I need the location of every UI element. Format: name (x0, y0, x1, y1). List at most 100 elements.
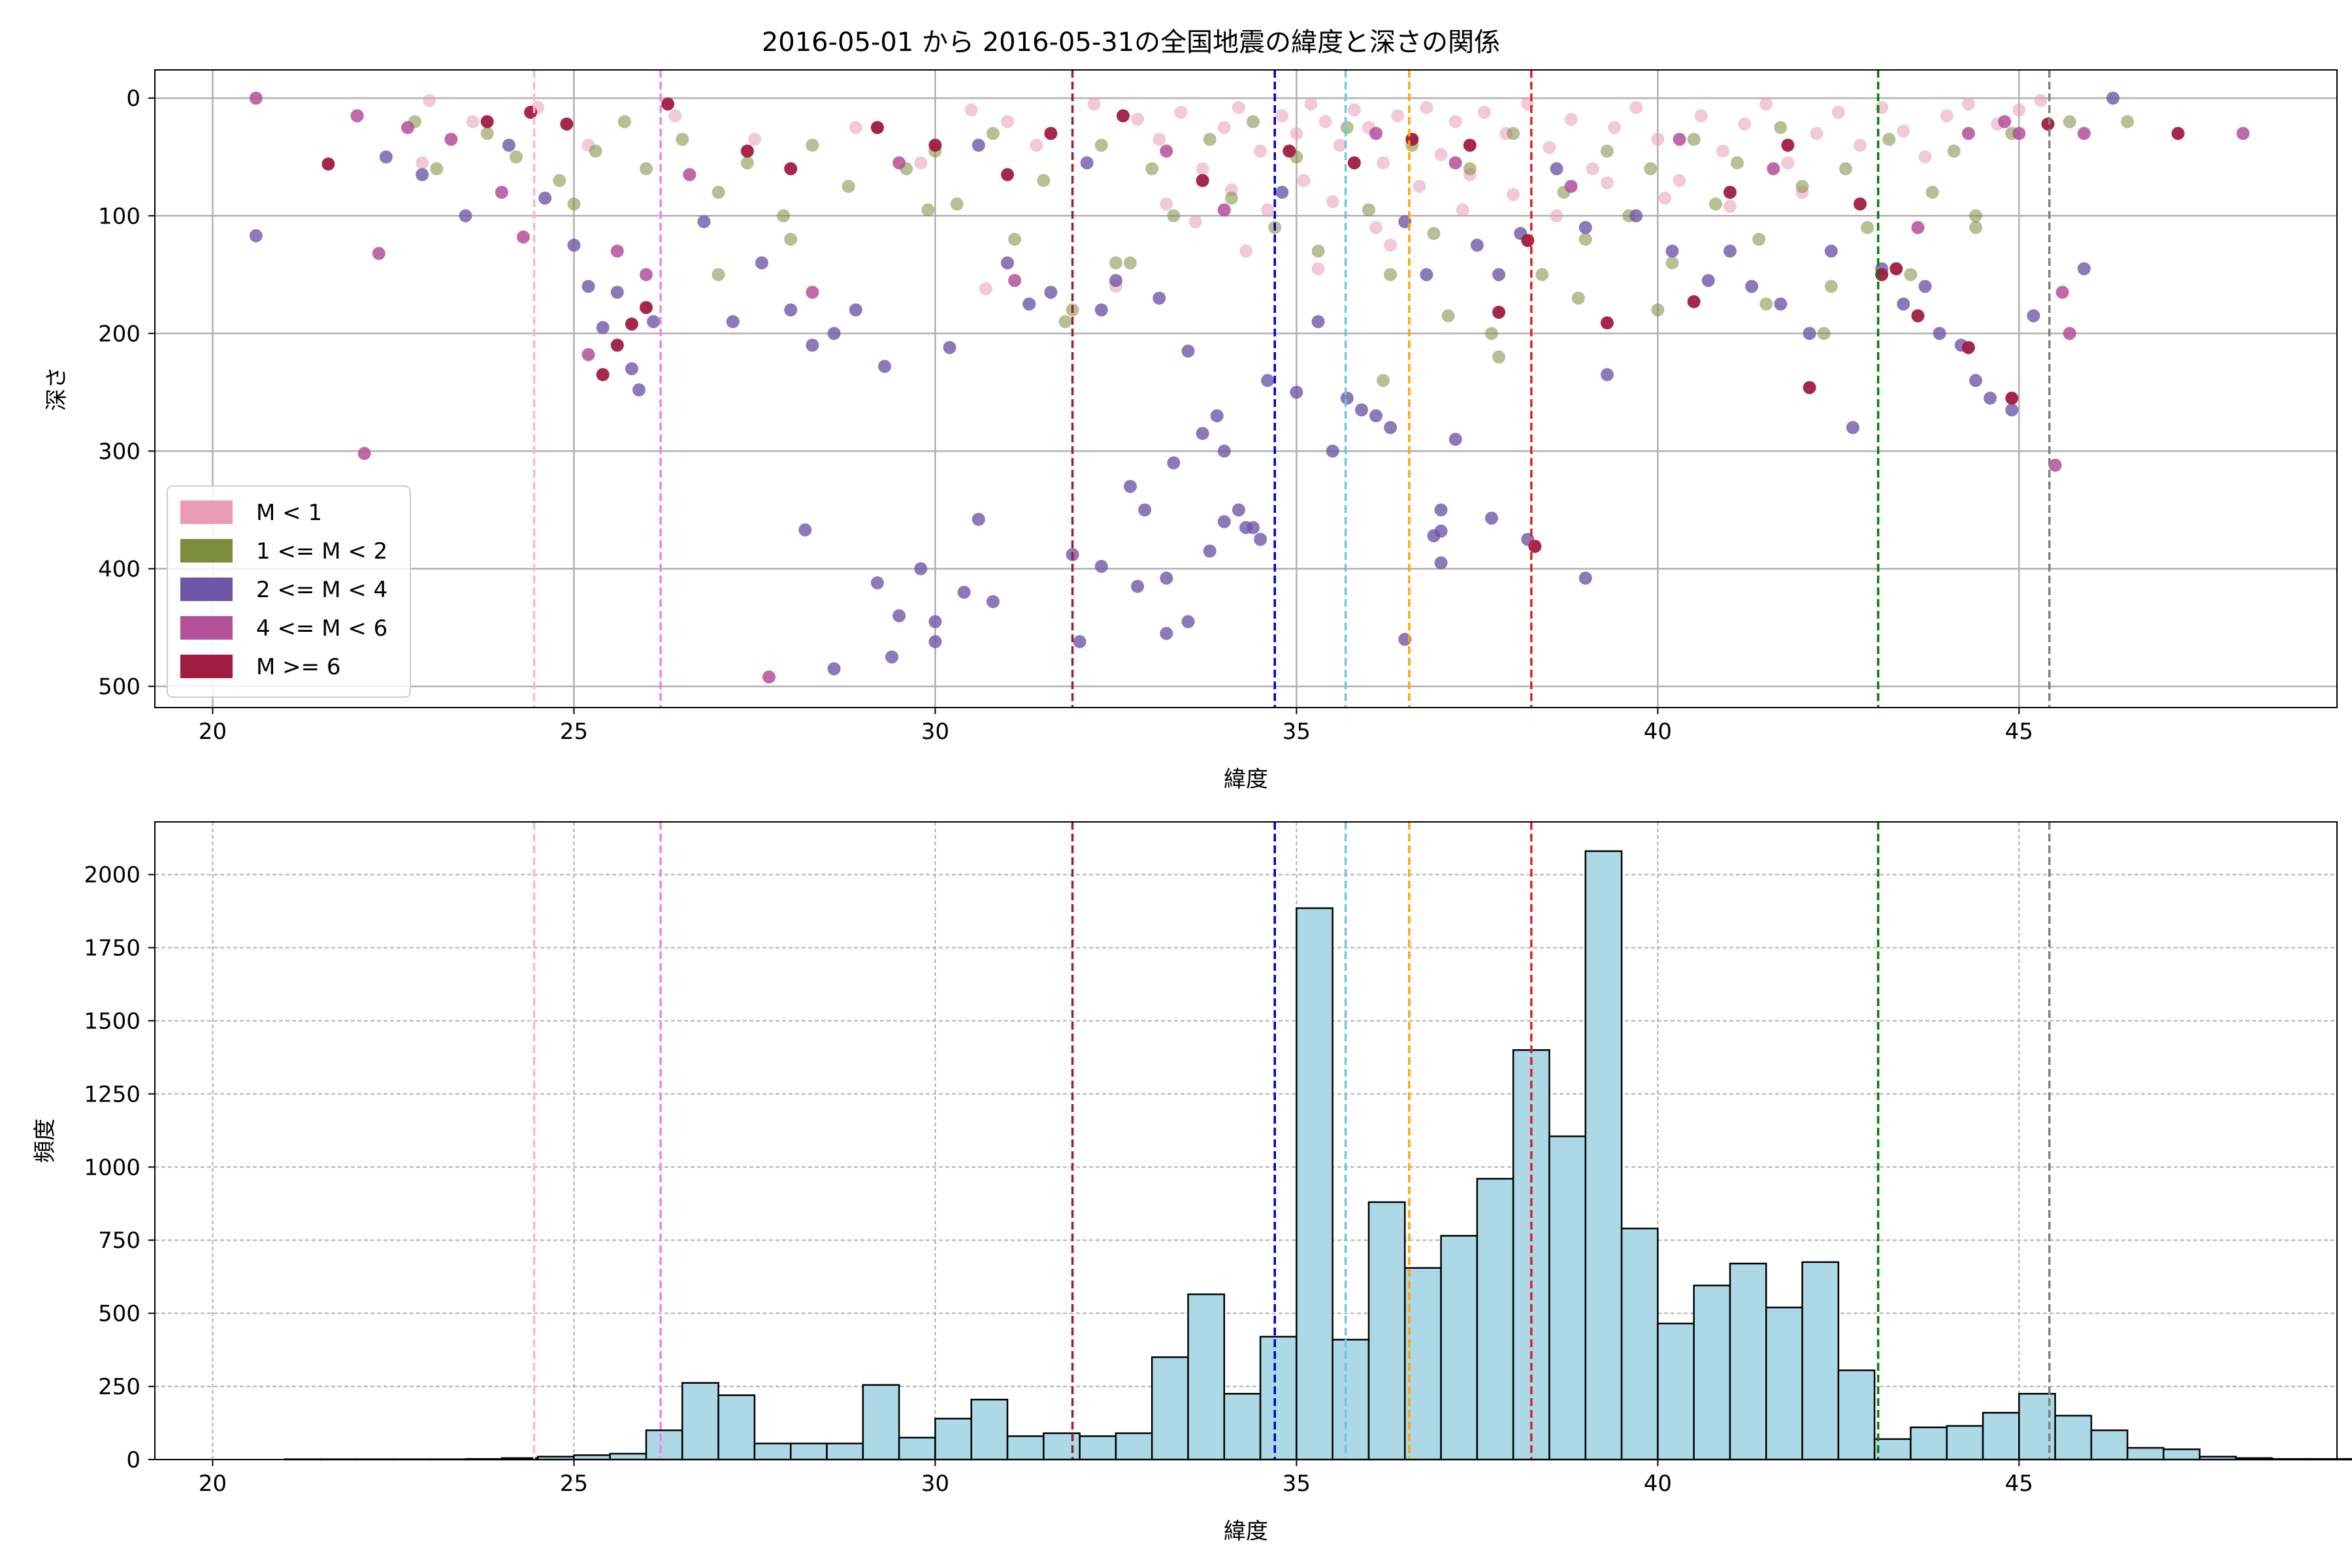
scatter-panel: 20 25 30 35 40 45 0 100 200 300 400 500 緯度 深さ M < 1… (44, 69, 2338, 792)
scatter-point (517, 230, 531, 244)
scatter-point (1326, 195, 1339, 208)
scatter-point (827, 327, 841, 340)
histogram-bar (1982, 1412, 2020, 1461)
scatter-point (1716, 144, 1729, 158)
scatter-point (849, 121, 862, 135)
scatter-point (1673, 133, 1686, 146)
scatter-point (1188, 215, 1202, 229)
scatter-point (1470, 238, 1484, 252)
scatter-point (1961, 97, 1975, 111)
scatter-point (1109, 274, 1122, 287)
scatter-point (1738, 117, 1752, 131)
histogram-bar (645, 1429, 683, 1461)
scatter-point (1377, 156, 1390, 170)
scatter-y-tick-label: 300 (98, 438, 140, 465)
scatter-point (1904, 268, 1918, 282)
scatter-point (416, 168, 429, 182)
legend-swatch (180, 539, 233, 563)
scatter-point (1774, 297, 1788, 311)
scatter-point (1463, 162, 1477, 176)
scatter-point (1347, 103, 1361, 117)
histogram-x-tick-label: 40 (1644, 1471, 1672, 1497)
histogram-y-tick-label: 750 (98, 1228, 140, 1254)
scatter-point (1492, 305, 1506, 319)
scatter-point (1651, 133, 1665, 146)
scatter-point (1224, 191, 1238, 205)
scatter-point (1254, 144, 1267, 158)
scatter-point (1290, 127, 1303, 140)
scatter-point (1586, 162, 1599, 176)
scatter-point (1080, 156, 1094, 170)
scatter-point (1362, 203, 1376, 217)
scatter-point (1781, 139, 1795, 152)
scatter-point (1311, 315, 1325, 329)
histogram-bar (789, 1443, 828, 1461)
histogram-x-tick-label: 25 (560, 1471, 588, 1497)
scatter-point (1940, 109, 1953, 123)
scatter-point (1831, 105, 1845, 119)
scatter-point (1333, 139, 1347, 152)
histogram-bar (2343, 1458, 2352, 1461)
scatter-point (1665, 244, 1679, 258)
histogram-bar (1043, 1432, 1081, 1461)
scatter-point (596, 368, 610, 382)
scatter-point (1600, 316, 1614, 330)
scatter-point (1731, 156, 1744, 170)
scatter-point (560, 117, 574, 131)
scatter-point (1629, 101, 1643, 114)
scatter-point (1377, 374, 1390, 387)
scatter-point (1232, 101, 1245, 114)
scatter-point (1795, 180, 1809, 193)
scatter-point (668, 109, 682, 123)
scatter-point (1297, 174, 1311, 188)
scatter-x-tick-label: 45 (2005, 719, 2033, 745)
scatter-point (1138, 503, 1152, 517)
scatter-point (625, 362, 638, 376)
scatter-point (1477, 105, 1491, 119)
scatter-point (827, 662, 841, 676)
scatter-point (1239, 244, 1252, 258)
scatter-point (1275, 186, 1289, 199)
histogram-bar (1006, 1435, 1045, 1461)
scatter-point (1384, 268, 1397, 282)
scatter-point (1571, 291, 1585, 305)
scatter-point (1507, 188, 1520, 201)
scatter-point (2077, 262, 2091, 276)
histogram-bar (1367, 1201, 1406, 1461)
scatter-point (1723, 199, 1737, 213)
histogram-bar (2163, 1448, 2201, 1461)
scatter-point (1022, 297, 1036, 311)
scatter-point (798, 523, 812, 537)
scatter-point (1767, 162, 1780, 176)
scatter-point (502, 139, 515, 152)
scatter-plot-frame (154, 69, 2338, 708)
scatter-point (617, 115, 631, 129)
scatter-y-tick-label: 100 (98, 203, 140, 229)
scatter-point (1969, 221, 1983, 235)
histogram-x-tick-label: 30 (921, 1471, 949, 1497)
scatter-point (581, 280, 595, 293)
scatter-point (1369, 127, 1383, 140)
histogram-bar (717, 1394, 756, 1461)
histogram-bar (1331, 1339, 1370, 1461)
scatter-point (747, 133, 761, 146)
histogram-y-axis-label: 頻度 (32, 1119, 58, 1163)
scatter-point (1124, 256, 1137, 270)
scatter-point (625, 317, 638, 331)
legend-items: M < 1 1 <= M < 2 2 <= M < 4 4 <= M < 6 M >= … (180, 500, 387, 680)
scatter-point (1384, 421, 1397, 434)
scatter-point (1001, 115, 1015, 129)
scatter-point (1196, 162, 1209, 176)
scatter-point (986, 595, 1000, 608)
scatter-x-tick-label: 40 (1644, 719, 1672, 745)
scatter-point (841, 180, 855, 193)
histogram-bar (2054, 1414, 2093, 1461)
scatter-point (1369, 409, 1383, 423)
scatter-point (943, 340, 956, 354)
scatter-point (892, 609, 906, 623)
histogram-x-tick-label: 45 (2005, 1471, 2033, 1497)
scatter-point (1897, 297, 1910, 311)
histogram-bar (1693, 1284, 1731, 1461)
scatter-point (1434, 503, 1448, 517)
